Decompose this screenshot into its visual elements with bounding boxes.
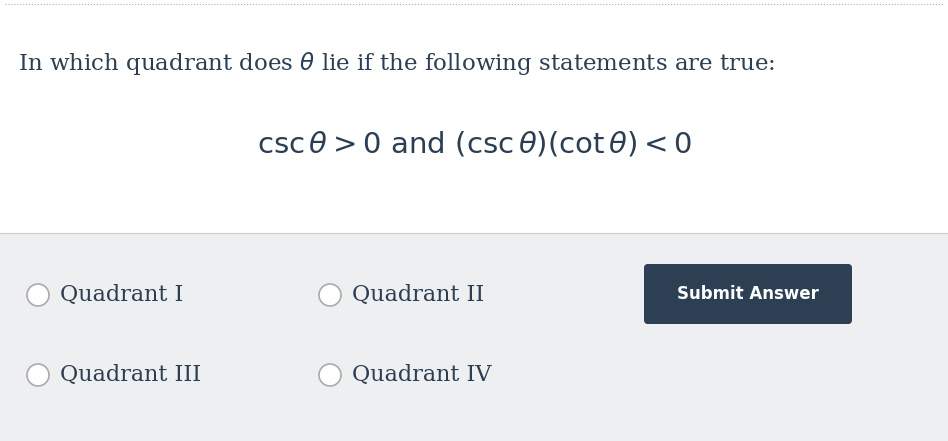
Text: In which quadrant does $\theta$ lie if the following statements are true:: In which quadrant does $\theta$ lie if t… — [18, 50, 775, 77]
Text: Quadrant I: Quadrant I — [60, 284, 183, 306]
Ellipse shape — [319, 284, 341, 306]
Ellipse shape — [27, 364, 49, 386]
FancyBboxPatch shape — [0, 234, 948, 441]
Text: Quadrant III: Quadrant III — [60, 364, 201, 386]
FancyBboxPatch shape — [644, 264, 852, 324]
Text: Submit Answer: Submit Answer — [677, 285, 819, 303]
FancyBboxPatch shape — [0, 5, 948, 230]
Ellipse shape — [319, 364, 341, 386]
Text: Quadrant II: Quadrant II — [352, 284, 484, 306]
Text: $\mathrm{csc}\,\theta > 0\ \mathrm{and}\ (\mathrm{csc}\,\theta)(\mathrm{cot}\,\t: $\mathrm{csc}\,\theta > 0\ \mathrm{and}\… — [257, 130, 691, 159]
Text: Quadrant IV: Quadrant IV — [352, 364, 491, 386]
Ellipse shape — [27, 284, 49, 306]
